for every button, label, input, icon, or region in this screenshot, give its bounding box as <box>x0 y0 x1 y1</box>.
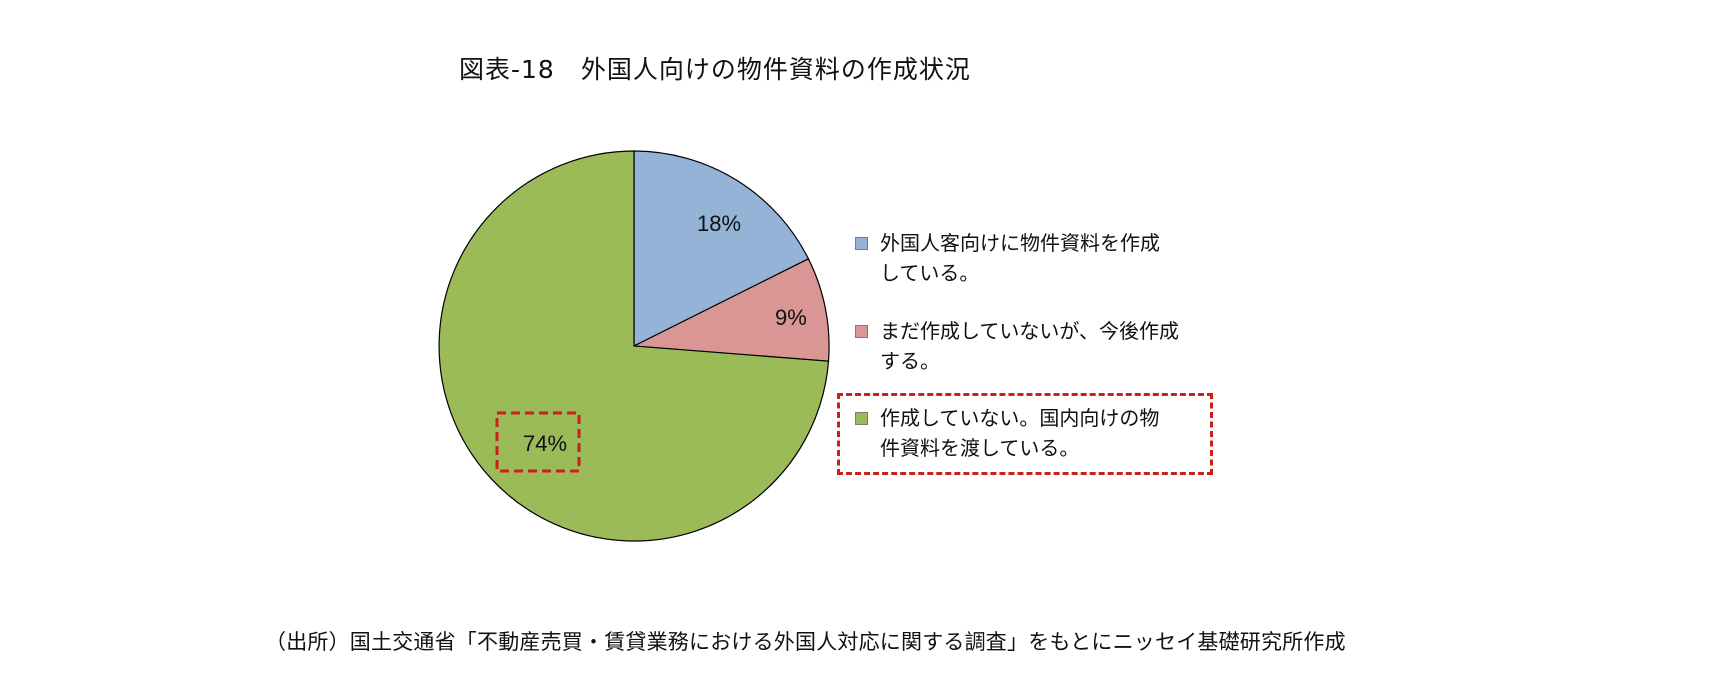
legend-text-line2: 件資料を渡している。 <box>880 436 1080 460</box>
label-blue: 18% <box>697 211 741 236</box>
source-note: （出所）国土交通省「不動産売買・賃貸業務における外国人対応に関する調査」をもとに… <box>265 630 1346 654</box>
pie-slice-green <box>438 150 830 542</box>
legend-text-line2: する。 <box>880 349 940 373</box>
legend-text-line1: まだ作成していないが、今後作成 <box>880 319 1179 343</box>
legend-text-line1: 外国人客向けに物件資料を作成 <box>880 231 1160 255</box>
legend-swatch-pink <box>855 325 868 338</box>
chart-title: 図表-18 外国人向けの物件資料の作成状況 <box>459 55 971 84</box>
legend-item-none: 作成していない。国内向けの物 件資料を渡している。 <box>855 403 1210 463</box>
legend-text-line1: 作成していない。国内向けの物 <box>880 406 1160 430</box>
label-green: 74% <box>523 431 567 456</box>
pie-slice-blue <box>633 150 810 347</box>
legend-text-line2: している。 <box>880 261 980 285</box>
highlight-box-legend <box>837 393 1213 475</box>
pie-slice-pink <box>631 257 830 362</box>
legend-swatch-blue <box>855 237 868 250</box>
legend-item-create: 外国人客向けに物件資料を作成 している。 <box>855 228 1210 288</box>
label-pink: 9% <box>775 305 807 330</box>
legend-item-plan: まだ作成していないが、今後作成 する。 <box>855 316 1210 376</box>
legend-swatch-green <box>855 412 868 425</box>
